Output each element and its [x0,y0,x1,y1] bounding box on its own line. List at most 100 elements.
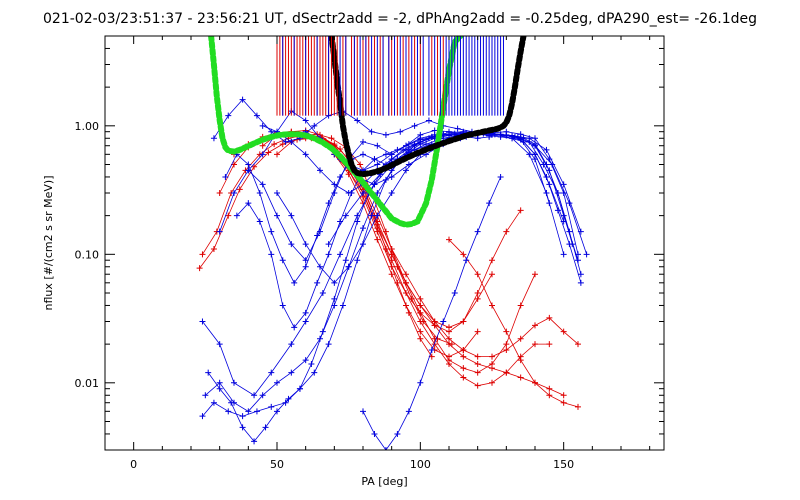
data-point [514,133,521,140]
series-layer [196,36,590,450]
data-point [317,228,323,235]
data-point [245,200,252,207]
data-point [532,322,538,329]
data-point [314,232,321,239]
data-point [446,324,452,331]
red-series-line-0 [196,135,435,360]
data-point [253,112,260,119]
data-point [560,181,567,188]
data-point [374,142,381,149]
data-point [394,430,401,437]
data-point [360,225,366,232]
data-point [460,353,467,360]
data-point [268,403,275,410]
data-point [199,413,206,420]
data-point [225,212,232,219]
data-point [374,161,381,168]
data-point [575,257,581,264]
data-point [231,379,237,386]
data-point [474,228,481,235]
data-point [311,369,318,376]
data-point [345,190,352,197]
data-point [271,141,278,148]
data-point [368,212,375,219]
data-point [403,279,409,286]
vertical-marks-layer [276,36,504,116]
data-point [546,167,553,174]
data-point [325,341,332,348]
data-point [259,181,266,188]
data-point [360,190,366,197]
data-point [446,236,452,243]
data-point [388,271,395,278]
x-tick-label: 0 [130,458,137,471]
data-point [354,257,361,264]
data-point [216,341,223,348]
data-point [202,392,209,399]
data-point [388,263,395,270]
blue-series-line-13 [360,173,504,450]
red-series-path [199,137,433,357]
data-point [463,257,470,264]
data-point [446,335,452,342]
data-point [339,302,346,309]
data-point [265,149,272,156]
data-point [331,295,338,302]
red-series-line-8 [388,245,581,360]
data-point [554,207,561,214]
data-point [517,335,524,342]
data-point [428,347,435,354]
data-point [233,212,240,219]
x-axis-label: PA [deg] [361,475,407,488]
data-point [417,302,424,309]
blue-series-line-2 [205,136,430,445]
data-point [196,265,203,272]
data-point [489,353,495,360]
data-point [288,212,295,219]
data-point [546,314,553,321]
red-series-path [448,239,579,408]
blue-series-line-4 [210,96,576,248]
data-point [517,374,524,381]
data-point [446,341,452,348]
data-point [228,399,235,406]
data-point [302,263,309,270]
data-point [460,374,467,381]
data-point [497,131,504,138]
data-point [360,408,366,415]
data-point [360,138,366,145]
red-series-path [391,248,579,358]
data-point [259,122,266,129]
data-point [460,347,467,354]
data-point [451,130,458,137]
data-point [403,271,409,278]
data-point [253,408,260,415]
data-point [374,190,381,197]
data-point [403,146,409,153]
data-point [460,365,467,372]
data-point [354,218,361,225]
blue-series-path [202,132,565,396]
y-axis-label: nflux [#/(cm2 s sr MeV)] [42,176,55,311]
data-point [543,161,550,168]
blue-vertical-marks [282,36,504,116]
data-point [314,279,321,286]
data-point [526,135,533,142]
data-point [371,156,378,163]
data-point [259,142,266,149]
data-point [388,173,395,180]
data-point [549,161,556,168]
data-point [325,200,332,207]
data-point [517,302,524,309]
red-vertical-marks [276,36,450,116]
data-point [245,167,252,174]
chart-title: 021-02-03/23:51:37 - 23:56:21 UT, dSectr… [43,11,757,27]
data-point [417,309,424,316]
data-point [302,117,309,124]
data-point [210,399,217,406]
data-point [417,335,424,342]
data-point [325,241,332,248]
blue-series-line-0 [199,131,447,420]
data-point [474,295,481,302]
data-point [403,289,409,296]
